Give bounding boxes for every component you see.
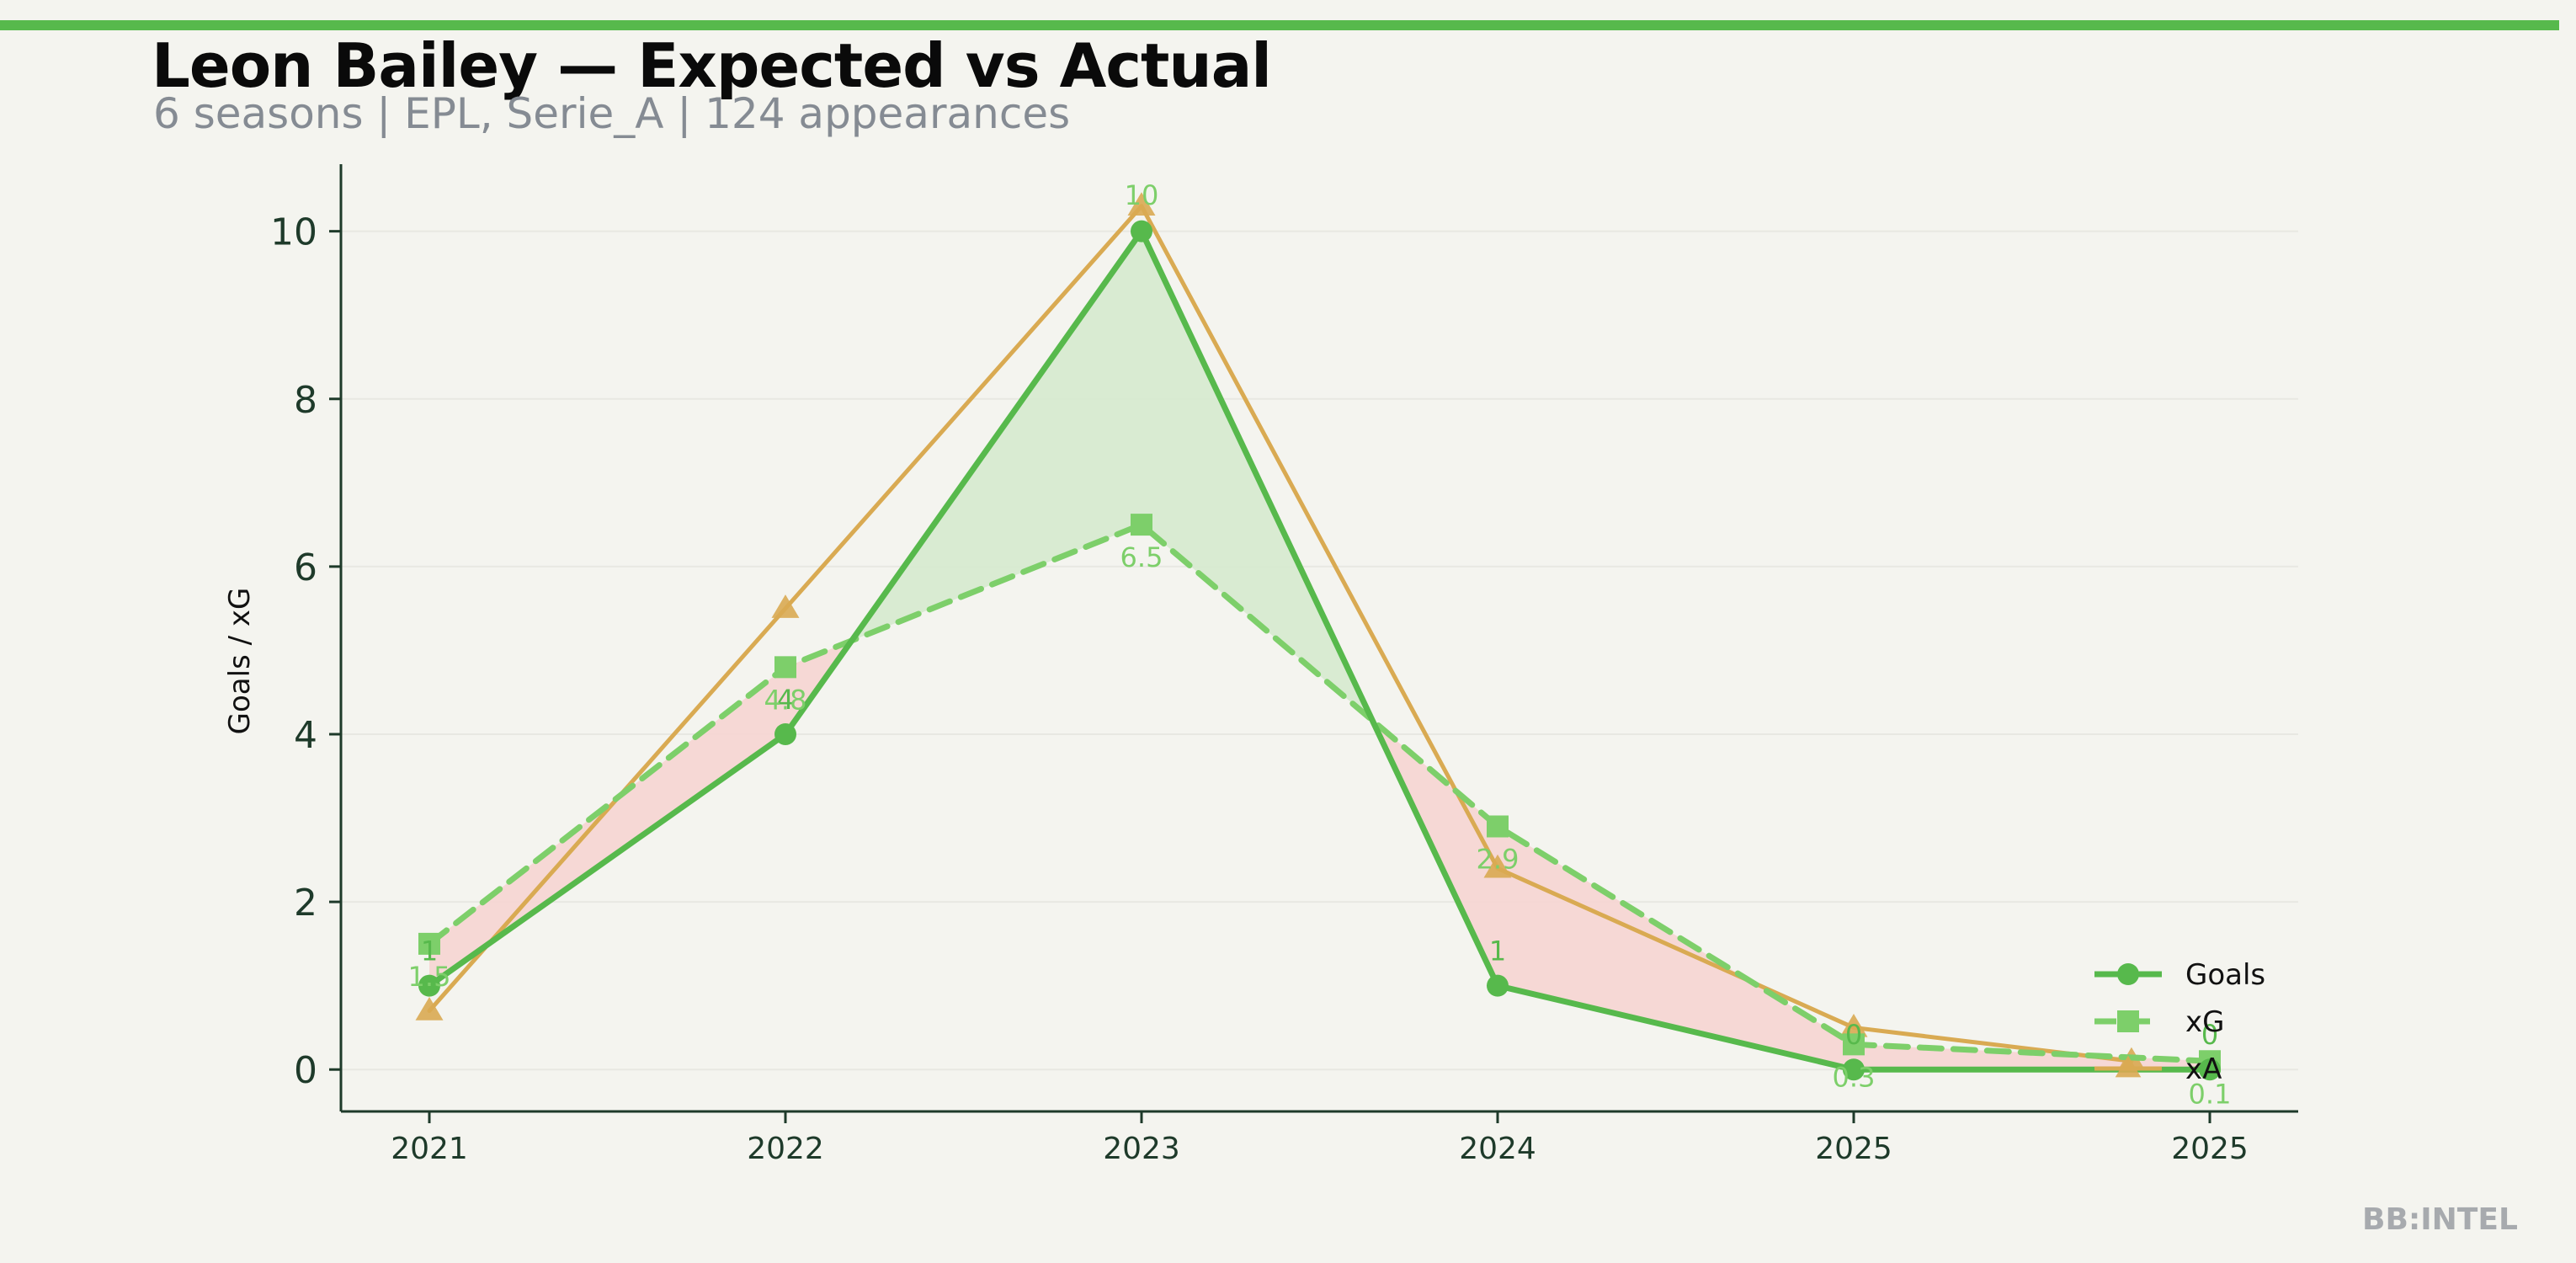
x-tick-label: 2023 [1103,1132,1180,1166]
goals-data-label: 1 [421,935,438,967]
xg-marker [1487,815,1509,838]
y-tick-label: 4 [294,714,317,757]
brand-logo-text: BB:INTEL [2362,1202,2518,1237]
xg-marker [1131,514,1152,536]
goals-marker [1131,220,1152,242]
x-tick-label: 2024 [1459,1132,1536,1166]
xa-marker [1483,854,1512,878]
xg-marker [418,932,440,955]
xa-marker [771,594,800,618]
xg-line [426,521,2213,1064]
xa-line [427,204,2134,1063]
xa-data-label: 10 [1125,179,1159,211]
goals-marker [1843,1058,1865,1081]
goals-data-label: 0 [1845,1019,1862,1051]
x-tick-label: 2025 [2171,1132,2249,1166]
chart-subtitle: 6 seasons | EPL, Serie_A | 124 appearanc… [153,89,1071,138]
xg-data-label: 0.3 [1833,1061,1876,1093]
goals-data-label: 1 [1489,935,1506,967]
underperformance-fill [429,667,785,986]
xa-marker [415,997,444,1021]
top-accent-bar [0,20,2559,30]
goals-data-label: 4 [777,684,794,716]
y-tick-label: 10 [270,211,317,254]
xg-data-label: 2.9 [1477,844,1520,876]
legend-xg-marker [2117,1010,2139,1032]
goals-line [426,228,2213,1073]
xg-data-label: 4.8 [764,684,807,716]
goals-marker [774,722,796,745]
chart-title: Leon Bailey — Expected vs Actual [152,30,1272,101]
y-tick-label: 2 [294,882,317,925]
xa-marker [1839,1013,1868,1037]
y-axis-label: Goals / xG [223,588,257,735]
legend-xa-label: xA [2185,1052,2222,1086]
legend-xg-label: xG [2185,1005,2224,1039]
y-tick-label: 0 [294,1049,317,1092]
legend-xa-marker [2115,1055,2142,1078]
goals-data-label: 0 [2201,1019,2218,1051]
xa-marker [1127,192,1156,216]
fill-between [429,231,2210,1070]
xg-marker [774,656,796,679]
goals-marker [418,974,440,997]
xg-data-label: 6.5 [1120,541,1163,573]
legend-goals-marker [2117,963,2139,985]
x-tick-label: 2021 [391,1132,468,1166]
y-tick-label: 6 [294,546,317,589]
series-lines [415,192,2221,1081]
legend: Goals xG xA [2094,958,2265,1086]
legend-goals-label: Goals [2185,958,2265,992]
xg-data-label: 0.1 [2189,1078,2232,1110]
xg-data-label: 1.5 [408,961,451,993]
xg-marker [1843,1033,1865,1056]
goals-marker [2199,1058,2221,1081]
goals-marker [1487,974,1509,997]
x-tick-label: 2022 [747,1132,824,1166]
y-tick-label: 8 [294,379,317,422]
x-tick-label: 2025 [1815,1132,1892,1166]
